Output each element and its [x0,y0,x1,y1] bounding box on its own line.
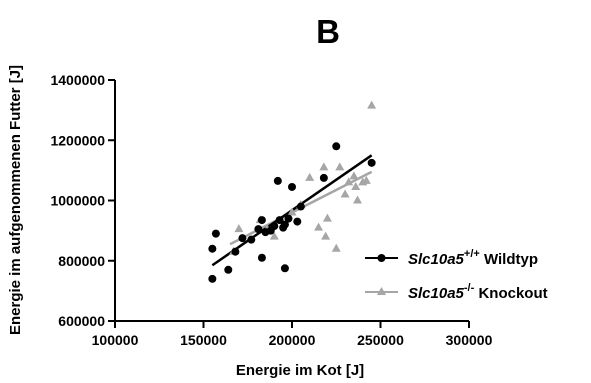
legend-knockout-group: Knockout [478,285,547,302]
data-point-knockout [269,231,279,240]
data-point-knockout [361,175,371,184]
data-point-knockout [349,171,359,180]
legend-wildtype-gene: Slc10a5 [408,251,465,268]
data-point-wildtyp [211,229,220,238]
data-point-knockout [352,195,362,204]
data-point-wildtyp [293,217,302,226]
legend-wildtype-genotype: +/+ [464,248,480,260]
data-point-wildtyp [208,244,217,253]
data-point-wildtyp [288,182,296,191]
data-point-knockout [234,224,244,233]
legend-wildtype-group: Wildtyp [484,251,538,268]
data-point-knockout [351,181,361,190]
data-point-knockout [305,172,315,181]
data-point-wildtyp [280,220,289,229]
data-point-wildtyp [224,265,233,274]
data-point-knockout [335,162,345,171]
legend-knockout-marker [377,287,386,295]
data-point-knockout [331,243,341,252]
data-point-wildtyp [319,173,328,182]
data-point-wildtyp [367,158,376,167]
data-point-wildtyp [332,142,341,151]
legend-item-knockout: Slc10a5-/- Knockout [365,282,548,302]
legend-knockout-gene: Slc10a5 [408,285,465,302]
legend: Slc10a5+/+ Wildtyp Slc10a5-/- Knockout [365,248,548,302]
data-points [208,100,377,283]
x-axis: 100000 150000 200000 250000 300000 [92,320,493,348]
y-axis-label: Energie im aufgenommenen Futter [J] [7,65,24,335]
data-point-wildtyp [231,247,240,256]
data-point-wildtyp [296,202,305,211]
y-tick-label: 800000 [58,253,105,269]
legend-knockout-label: Slc10a5-/- Knockout [408,282,548,302]
data-point-wildtyp [273,176,282,185]
legend-item-wildtype: Slc10a5+/+ Wildtyp [365,248,538,268]
data-point-wildtyp [270,222,279,231]
y-tick-label: 600000 [58,313,105,329]
data-point-knockout [367,100,377,109]
data-point-wildtyp [208,274,217,283]
y-tick-label: 1400000 [50,72,105,88]
x-axis-label: Energie im Kot [J] [236,362,364,379]
data-point-knockout [287,207,297,216]
y-axis: 600000 800000 1000000 1200000 1400000 [50,72,116,329]
data-point-wildtyp [238,234,247,243]
data-point-wildtyp [280,264,289,273]
x-tick-label: 250000 [357,332,404,348]
data-point-knockout [321,231,331,240]
x-tick-label: 100000 [92,332,139,348]
legend-knockout-genotype: -/- [464,282,475,294]
y-tick-label: 1200000 [50,132,105,148]
y-tick-label: 1000000 [50,193,105,209]
panel-label: B [316,13,340,50]
data-point-wildtyp [284,214,293,223]
x-tick-label: 300000 [446,332,493,348]
data-point-knockout [322,213,332,222]
data-point-wildtyp [254,225,263,234]
data-point-wildtyp [257,216,266,225]
data-point-knockout [344,177,354,186]
data-point-wildtyp [275,216,284,225]
x-tick-label: 200000 [269,332,316,348]
legend-wildtype-marker [377,254,386,262]
x-tick-label: 150000 [180,332,227,348]
data-point-wildtyp [257,253,266,262]
legend-wildtype-label: Slc10a5+/+ Wildtyp [408,248,538,268]
data-point-knockout [340,189,350,198]
data-point-knockout [319,162,329,171]
data-point-wildtyp [247,235,256,244]
data-point-knockout [314,222,324,231]
